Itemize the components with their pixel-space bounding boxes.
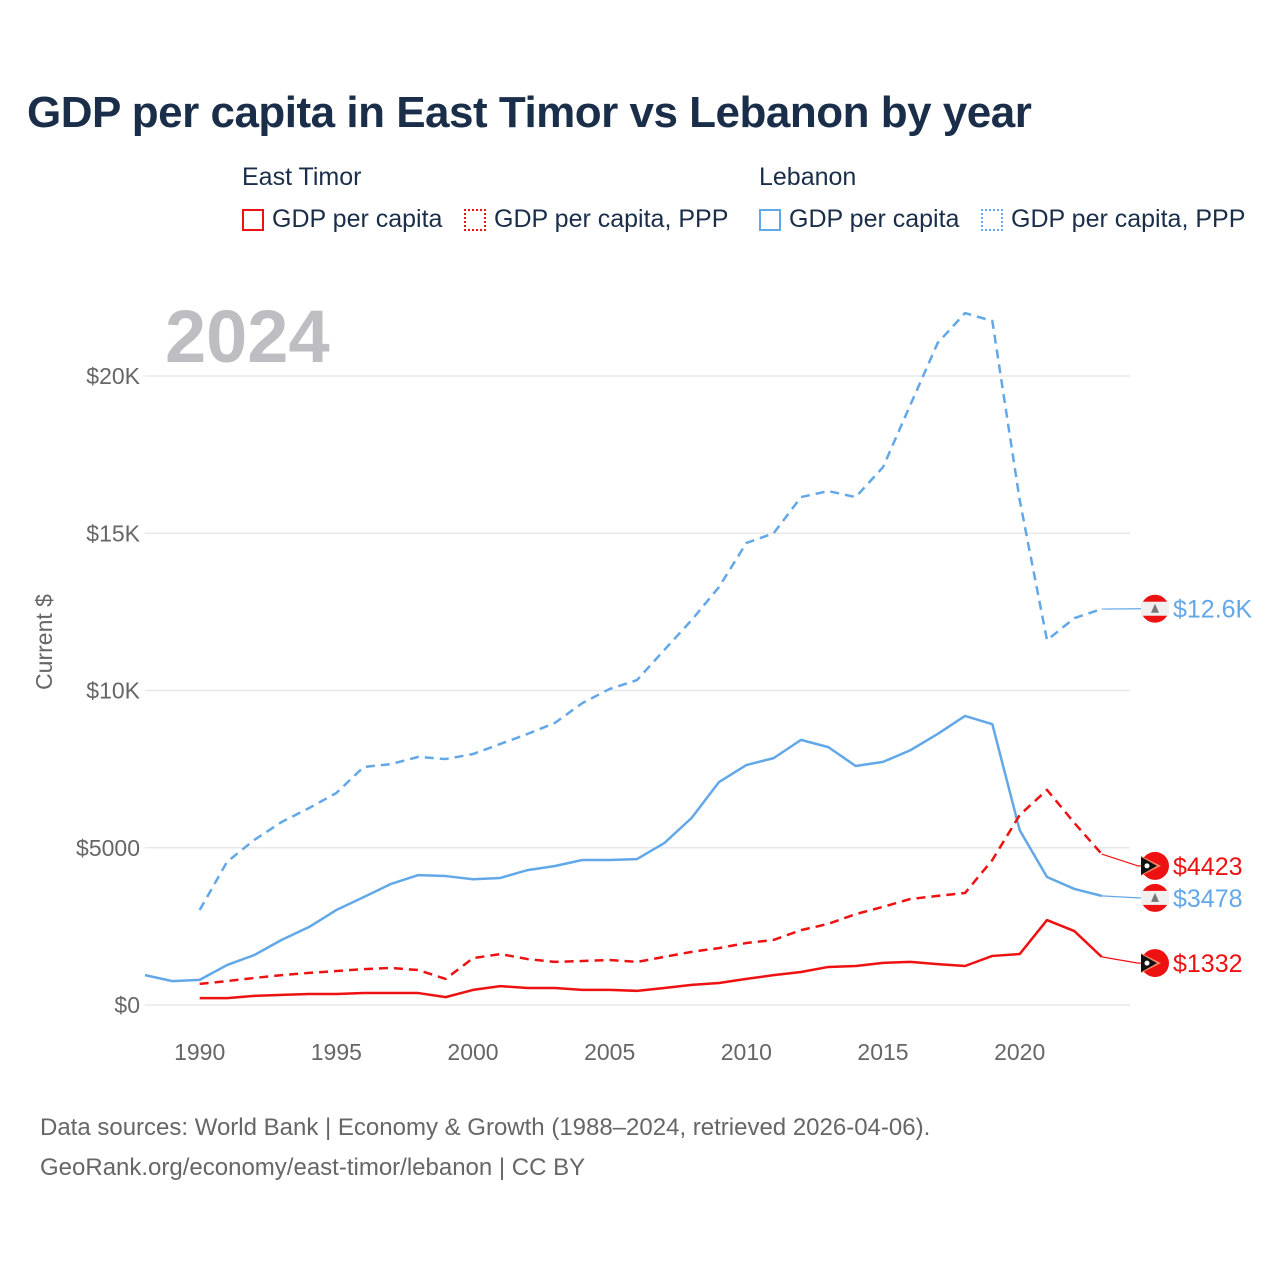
label-connector: [1101, 853, 1142, 867]
legend-item-et-gdp[interactable]: GDP per capita: [242, 205, 442, 234]
footer-sources: Data sources: World Bank | Economy & Gro…: [40, 1114, 931, 1141]
series-line: [199, 788, 1103, 986]
series-line: [199, 918, 1103, 1000]
y-tick-label: $15K: [86, 520, 140, 546]
end-value-label: $3478: [1173, 885, 1243, 913]
y-tick-label: $0: [114, 992, 140, 1018]
x-tick-label: 1990: [174, 1039, 225, 1065]
x-tick-label: 2000: [447, 1039, 498, 1065]
footer-link[interactable]: GeoRank.org/economy/east-timor/lebanon |…: [40, 1154, 586, 1181]
x-tick-label: 2005: [584, 1039, 635, 1065]
star-icon: [1144, 863, 1150, 869]
star-icon: [1144, 960, 1150, 966]
legend-label: GDP per capita: [272, 205, 443, 233]
legend-label: GDP per capita: [789, 205, 960, 233]
legend-item-lb-ppp[interactable]: GDP per capita, PPP: [981, 205, 1245, 234]
x-tick-label: 1995: [311, 1039, 362, 1065]
legend-swatch-dotted: [981, 208, 1003, 231]
legend-swatch-dotted: [464, 208, 486, 231]
series-line: [144, 714, 1102, 983]
cedar-icon: [1151, 603, 1159, 613]
legend-item-lb-gdp[interactable]: GDP per capita: [759, 205, 959, 234]
legend-group-lebanon: Lebanon: [759, 163, 857, 191]
year-label: 2024: [165, 295, 330, 378]
legend-item-et-ppp[interactable]: GDP per capita, PPP: [464, 205, 728, 234]
cedar-icon: [1151, 892, 1159, 902]
y-tick-label: $10K: [86, 678, 140, 704]
legend-group-east-timor: East Timor: [242, 163, 362, 191]
x-tick-label: 2015: [857, 1039, 908, 1065]
footer: Data sources: World Bank | Economy & Gro…: [40, 1108, 930, 1188]
end-value-label: $1332: [1173, 950, 1243, 978]
label-connector: [1101, 956, 1142, 964]
legend-label: GDP per capita, PPP: [1011, 205, 1246, 233]
label-connector: [1101, 895, 1142, 899]
x-tick-label: 2010: [721, 1039, 772, 1065]
legend-swatch-solid: [242, 208, 264, 231]
end-value-label: $4423: [1173, 853, 1243, 881]
x-tick-label: 2020: [994, 1039, 1045, 1065]
end-value-label: $12.6K: [1173, 596, 1253, 624]
legend-label: GDP per capita, PPP: [494, 205, 729, 233]
y-axis-label: Current $: [31, 594, 57, 690]
chart-title: GDP per capita in East Timor vs Lebanon …: [27, 88, 1032, 137]
legend-swatch-solid: [759, 208, 781, 231]
series-line: [198, 311, 1103, 911]
y-tick-label: $20K: [86, 363, 140, 389]
y-tick-label: $5000: [76, 835, 140, 861]
